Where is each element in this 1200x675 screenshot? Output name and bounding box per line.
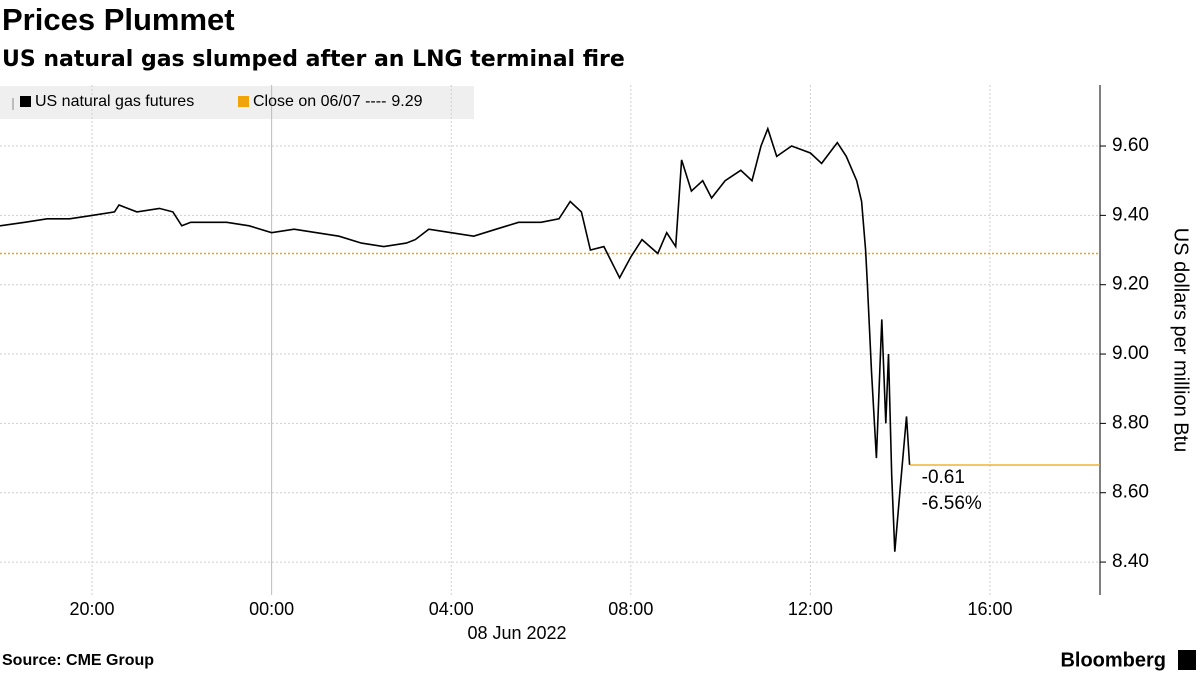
legend-value: 9.29 [391, 93, 422, 110]
chart-title: Prices Plummet [2, 2, 235, 37]
line [0, 126, 911, 552]
y-tick-label: 9.20 [1112, 274, 1149, 295]
legend-label: US natural gas futures [35, 93, 194, 110]
source: Source: CME Group [2, 652, 154, 669]
y-tick-label: 8.80 [1112, 412, 1149, 433]
y-axis-title: US dollars per million Btu [1170, 228, 1192, 453]
y-tick-label: 9.40 [1112, 204, 1149, 225]
legend-swatch [238, 96, 249, 107]
brand: Bloomberg [1060, 649, 1166, 671]
x-tick-label: 16:00 [967, 599, 1012, 619]
y-tick-label: 8.60 [1112, 482, 1149, 503]
x-tick-label: 00:00 [249, 599, 294, 619]
legend-swatch [20, 96, 31, 107]
x-tick-label: 20:00 [70, 599, 115, 619]
y-tick-label: 9.60 [1112, 135, 1149, 156]
y-tick-label: 9.00 [1112, 343, 1149, 364]
y-tick-label: 8.40 [1112, 551, 1149, 572]
x-tick-label: 08:00 [608, 599, 653, 619]
annotation: -0.61 [922, 467, 965, 488]
date-label: 08 Jun 2022 [467, 623, 566, 643]
legend-label: Close on 06/07 ---- [253, 93, 386, 110]
x-tick-label: 12:00 [788, 599, 833, 619]
annotation: -6.56% [922, 493, 982, 514]
legend-box [0, 86, 474, 119]
x-tick-label: 04:00 [429, 599, 474, 619]
brand-icon [1178, 650, 1196, 670]
chart-subtitle: US natural gas slumped after an LNG term… [2, 47, 625, 72]
